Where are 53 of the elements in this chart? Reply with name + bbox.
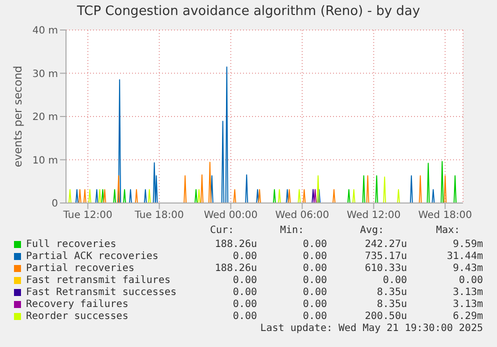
chart-title: TCP Congestion avoidance algorithm (Reno) - by day	[76, 4, 422, 19]
legend-label: Reorder successes	[26, 311, 128, 322]
legend-label: Fast Retransmit successes	[26, 287, 177, 298]
text: 188.26u	[214, 263, 257, 274]
x-tick-label: Tue 12:00	[62, 210, 112, 222]
text: 3.13m	[452, 299, 483, 310]
legend-label: Fast retransmit failures	[26, 275, 170, 286]
x-tick-label: Wed 12:00	[346, 210, 401, 222]
text: 0.00	[232, 251, 257, 262]
text: Min:	[278, 225, 306, 236]
x-tick-label: Tue 18:00	[134, 210, 184, 222]
y-tick-label: 10 m	[32, 155, 58, 166]
text: 0.00	[458, 275, 483, 286]
text: 0.00	[302, 263, 327, 274]
text: 0.00	[302, 311, 327, 322]
text: 31.44m	[446, 251, 483, 262]
text: Avg:	[358, 225, 386, 236]
x-tick-label: Wed 00:00	[204, 210, 258, 222]
text: 9.59m	[452, 239, 483, 250]
y-tick-label: 40 m	[32, 26, 58, 37]
legend-label: Recovery failures	[26, 299, 128, 310]
legend-label: Partial recoveries	[26, 263, 134, 274]
text: 242.27u	[364, 239, 407, 250]
y-tick-label: 0	[52, 198, 58, 210]
text: 9.43m	[452, 263, 483, 274]
y-tick-label: 30 m	[32, 68, 58, 80]
text: 0.00	[232, 299, 257, 310]
y-axis-title: events per second	[12, 66, 24, 168]
text: 8.35u	[376, 287, 407, 298]
text: 0.00	[302, 275, 327, 286]
y-tick-label: 20 m	[32, 112, 58, 124]
x-tick-label: Wed 06:00	[275, 210, 330, 222]
text: 0.00	[232, 275, 257, 286]
text: Last update: Wed May 21 19:30:00 2025	[260, 323, 483, 334]
text: Cur:	[208, 225, 236, 236]
text: 610.33u	[364, 263, 407, 274]
legend-label: Full recoveries	[26, 239, 116, 250]
legend-label: Partial ACK recoveries	[26, 251, 158, 262]
text: 0.00	[232, 311, 257, 322]
text: 0.00	[382, 275, 407, 286]
text: 0.00	[232, 287, 257, 298]
text: 0.00	[302, 251, 327, 262]
text: 3.13m	[452, 287, 483, 298]
text: 200.50u	[364, 311, 407, 322]
text: 735.17u	[364, 251, 407, 262]
text: 0.00	[302, 239, 327, 250]
text: Max:	[434, 225, 462, 236]
text: 6.29m	[452, 311, 483, 322]
text: 0.00	[302, 287, 327, 298]
text: 188.26u	[214, 239, 257, 250]
text: 8.35u	[376, 299, 407, 310]
text: 0.00	[302, 299, 327, 310]
x-tick-label: Wed 18:00	[418, 210, 472, 222]
